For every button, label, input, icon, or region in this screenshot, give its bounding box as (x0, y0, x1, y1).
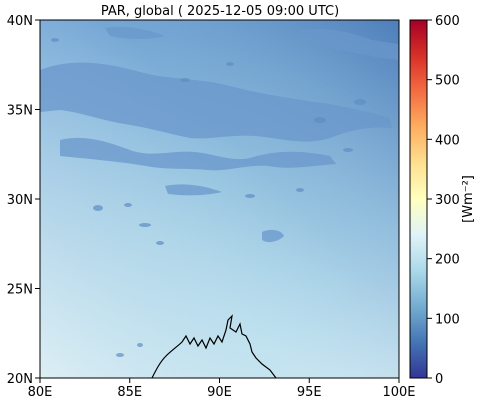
x-axis: 80E 85E 90E 95E 100E (28, 378, 416, 400)
x-tick-label: 100E (382, 385, 415, 400)
cloud-patches (40, 26, 398, 243)
cloud-band-central (60, 137, 336, 171)
colorbar-tick-label: 600 (435, 14, 460, 29)
colorbar-tick-label: 500 (435, 74, 460, 89)
y-axis: 20N 25N 30N 35N 40N (7, 14, 40, 387)
y-tick-label: 35N (7, 104, 33, 119)
coastline (151, 314, 277, 378)
cloud-band-south-central (165, 184, 222, 196)
colorbar-tick-label: 300 (435, 193, 460, 208)
x-tick-label: 85E (117, 385, 142, 400)
y-tick-label: 20N (7, 372, 33, 387)
colorbar-label: [Wm⁻²] (461, 175, 476, 223)
cloud-patch-east (262, 229, 284, 243)
colorbar-ticks: 0 100 200 300 400 500 600 (427, 14, 460, 387)
cloud-band-northwest (105, 26, 165, 39)
cloud-specks (51, 38, 366, 357)
colorbar: 0 100 200 300 400 500 600 [Wm⁻²] (409, 14, 476, 387)
map-plot-area (40, 20, 399, 378)
colorbar-tick-label: 400 (435, 133, 460, 148)
y-tick-label: 25N (7, 283, 33, 298)
cloud-band-north (40, 62, 392, 142)
y-tick-label: 40N (7, 14, 33, 29)
y-tick-label: 30N (7, 193, 33, 208)
x-tick-label: 95E (297, 385, 322, 400)
x-tick-label: 80E (28, 385, 53, 400)
colorbar-tick-label: 200 (435, 253, 460, 268)
colorbar-gradient (410, 20, 427, 378)
colorbar-tick-label: 100 (435, 312, 460, 327)
map-title: PAR, global ( 2025-12-05 09:00 UTC) (101, 4, 339, 19)
colorbar-tick-label: 0 (435, 372, 443, 387)
cloud-band-northeast (300, 28, 398, 60)
x-tick-label: 90E (207, 385, 232, 400)
